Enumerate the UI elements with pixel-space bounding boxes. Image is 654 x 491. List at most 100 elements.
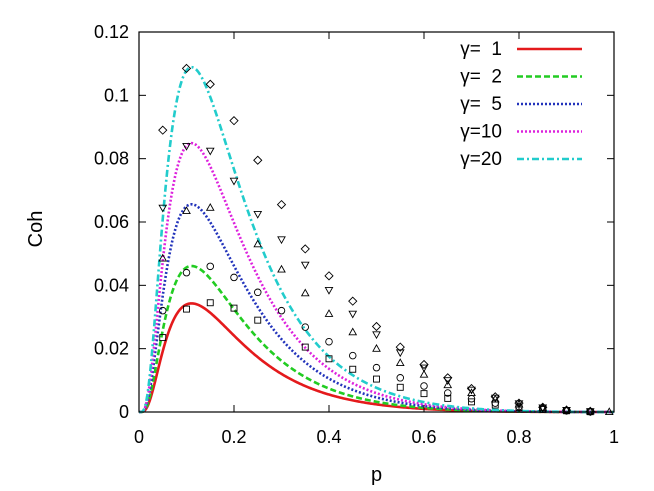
data-point: [491, 401, 499, 409]
data-point: [396, 383, 404, 391]
data-point: [371, 321, 382, 332]
data-point: [490, 392, 500, 402]
data-point: [276, 199, 287, 210]
data-point: [444, 389, 452, 397]
axis-tick-labels: 0 0.2 0.4 0.6 0.8 1 0 0.02 0.04 0.06 0.08 0.1 0.12: [94, 22, 619, 447]
data-point: [277, 236, 286, 245]
data-point: [420, 390, 428, 398]
series-line: [138, 65, 615, 414]
data-point: [253, 239, 263, 248]
legend-label: γ= 2: [460, 67, 502, 88]
series-line: [138, 264, 615, 414]
data-point: [300, 261, 310, 270]
data-point: [182, 268, 191, 277]
data-point: [443, 377, 453, 386]
series-curves: [138, 65, 615, 414]
data-point: [182, 142, 191, 151]
legend-label: γ= 1: [460, 39, 502, 60]
y-tick-label: 0.08: [94, 149, 129, 169]
x-tick-label: 1: [609, 427, 619, 447]
x-tick-label: 0.2: [221, 427, 246, 447]
data-point: [514, 400, 524, 409]
data-point: [300, 244, 310, 254]
data-point: [253, 288, 262, 297]
data-point: [324, 309, 334, 317]
data-point: [444, 394, 452, 402]
data-point: [230, 273, 238, 282]
data-point: [395, 342, 405, 352]
data-point: [467, 388, 476, 397]
x-tick-label: 0.6: [411, 427, 436, 447]
y-tick-label: 0.02: [94, 339, 129, 359]
data-point: [205, 147, 215, 156]
y-axis-title: Coh: [25, 211, 47, 248]
data-point: [443, 373, 453, 383]
data-point: [348, 296, 358, 306]
data-point: [420, 382, 428, 390]
data-point: [325, 337, 333, 346]
data-point: [491, 399, 500, 407]
data-point: [205, 79, 215, 89]
x-tick-label: 0: [134, 427, 144, 447]
data-point: [229, 177, 239, 186]
legend-label: γ=20: [460, 149, 502, 170]
data-point: [562, 405, 571, 414]
data-point: [349, 365, 357, 373]
data-point: [183, 305, 190, 313]
data-point: [206, 262, 214, 271]
data-point: [158, 125, 168, 135]
plot-frame: [138, 31, 615, 413]
series-markers: [158, 63, 614, 417]
data-point: [562, 407, 571, 415]
data-point: [158, 253, 168, 262]
data-point: [159, 334, 167, 342]
data-point: [372, 363, 381, 372]
data-point: [490, 394, 500, 403]
data-point: [538, 404, 548, 413]
data-point: [230, 304, 238, 312]
data-point: [253, 211, 263, 219]
data-point: [419, 364, 429, 373]
data-point: [205, 203, 215, 211]
data-point: [300, 288, 310, 297]
data-point: [324, 271, 334, 281]
x-tick-label: 0.8: [506, 427, 531, 447]
data-point: [325, 355, 333, 363]
data-point: [419, 359, 429, 370]
y-tick-label: 0.04: [94, 275, 129, 295]
data-point: [419, 369, 429, 378]
data-point: [468, 398, 475, 406]
y-tick-label: 0.1: [104, 85, 129, 105]
y-tick-label: 0.12: [94, 22, 129, 42]
data-point: [301, 323, 310, 331]
data-point: [253, 155, 263, 165]
y-tick-label: 0: [119, 402, 129, 422]
data-point: [395, 349, 405, 358]
series-line: [138, 302, 615, 414]
data-point: [301, 343, 309, 351]
data-point: [229, 116, 239, 126]
legend-label: γ=10: [460, 122, 502, 143]
data-point: [348, 327, 358, 336]
data-point: [466, 383, 477, 394]
data-point: [372, 331, 381, 340]
data-point: [277, 264, 286, 273]
data-point: [254, 316, 262, 324]
data-point: [538, 402, 548, 412]
axis-ticks: [138, 31, 615, 413]
data-point: [158, 204, 168, 213]
legend: γ= 1 γ= 2 γ= 5 γ=10 γ=20: [460, 39, 582, 170]
data-point: [206, 299, 214, 307]
data-point: [561, 405, 572, 415]
data-point: [277, 306, 286, 315]
data-point: [324, 287, 334, 295]
data-point: [396, 374, 405, 382]
legend-label: γ= 5: [460, 94, 502, 115]
y-tick-label: 0.06: [94, 212, 129, 232]
x-axis-title: p: [371, 464, 382, 486]
data-point: [585, 406, 595, 415]
data-point: [348, 310, 358, 319]
data-point: [372, 343, 381, 352]
data-point: [158, 306, 167, 315]
series-line: [138, 202, 615, 414]
